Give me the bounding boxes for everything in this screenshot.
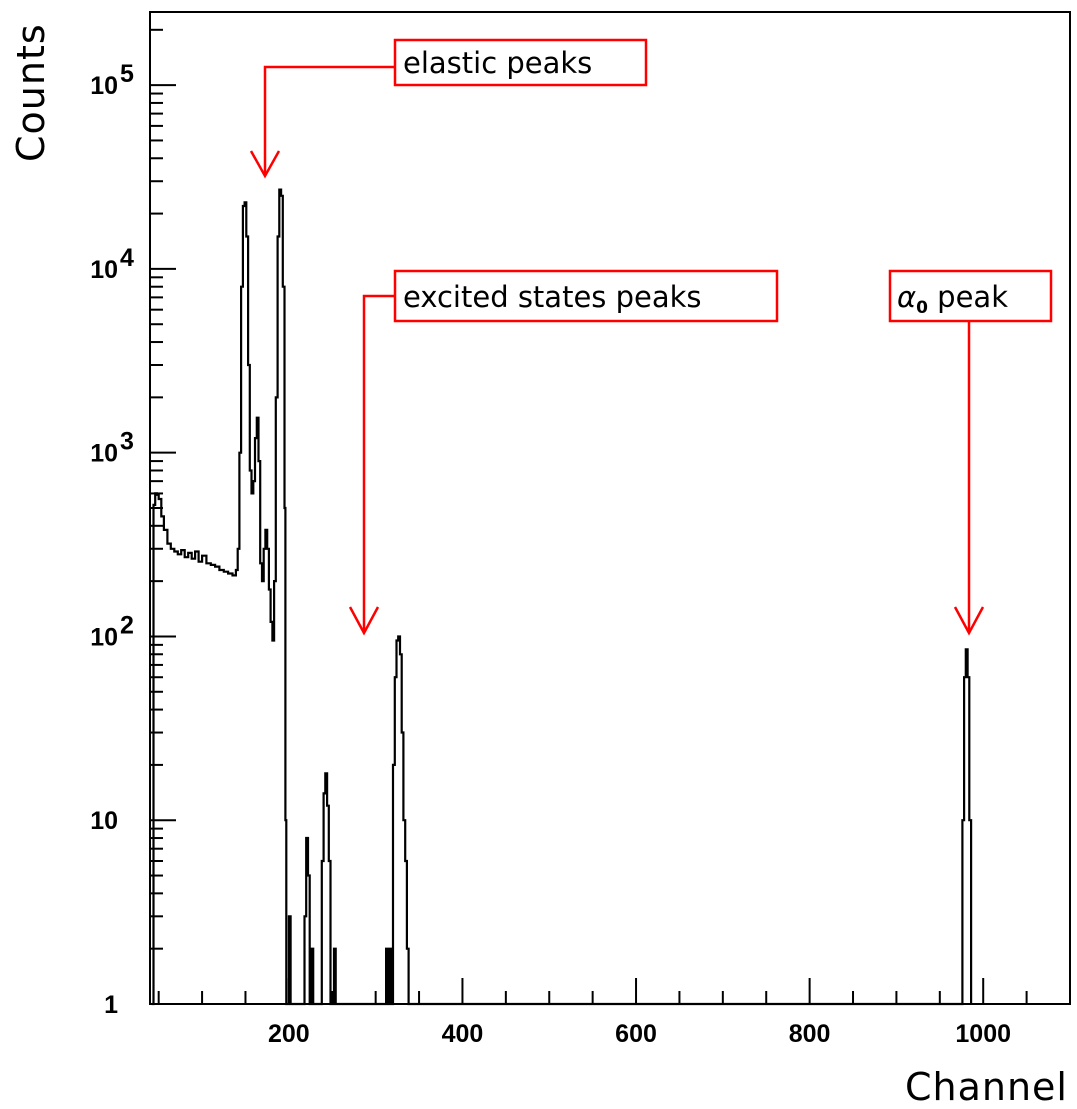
annotation-elastic-arrowhead bbox=[249, 150, 281, 179]
annotation-excited-label: excited states peaks bbox=[403, 280, 702, 314]
y-axis-title: Counts bbox=[9, 23, 53, 162]
x-tick-label: 600 bbox=[615, 1020, 657, 1048]
annotation-excited-leader bbox=[362, 294, 395, 632]
annotation-elastic-peaks: elastic peaks bbox=[249, 38, 648, 179]
annotation-alpha0-peak: α0 peak bbox=[888, 269, 1053, 636]
alpha-symbol: α bbox=[897, 280, 916, 314]
y-tick-label: 10 bbox=[90, 807, 118, 835]
annotation-elastic-leader bbox=[263, 65, 395, 175]
x-axis-tick-labels: 200 400 600 800 1000 bbox=[268, 1020, 1011, 1048]
annotation-excited-box bbox=[393, 269, 779, 323]
alpha-label-rest: peak bbox=[928, 280, 1008, 314]
y-tick-label: 1 bbox=[104, 991, 118, 1019]
y-axis-ticks bbox=[150, 28, 176, 1005]
y-tick-label: 10 bbox=[90, 256, 118, 284]
x-tick-label: 1000 bbox=[955, 1020, 1011, 1048]
y-tick-label: 10 bbox=[90, 440, 118, 468]
annotation-alpha0-box bbox=[888, 269, 1053, 323]
plot-frame bbox=[149, 11, 1071, 1005]
alpha-subscript: 0 bbox=[916, 298, 928, 318]
annotation-excited-peaks: excited states peaks bbox=[348, 269, 779, 636]
x-tick-label: 800 bbox=[789, 1020, 831, 1048]
y-tick-exponent: 2 bbox=[120, 611, 134, 639]
y-tick-exponent: 3 bbox=[120, 428, 134, 456]
x-axis-ticks bbox=[157, 978, 1071, 1004]
y-tick-exponent: 4 bbox=[120, 244, 134, 272]
y-tick-exponent: 5 bbox=[120, 60, 134, 88]
y-tick-label: 10 bbox=[90, 623, 118, 651]
annotation-alpha0-label: α0 peak bbox=[897, 280, 1008, 318]
annotation-elastic-label: elastic peaks bbox=[403, 46, 592, 80]
series-line bbox=[151, 188, 973, 1006]
x-tick-label: 400 bbox=[442, 1020, 484, 1048]
annotation-elastic-box bbox=[393, 38, 648, 87]
x-axis-title: Channel bbox=[905, 1065, 1068, 1109]
x-tick-label: 200 bbox=[268, 1020, 310, 1048]
plot-area bbox=[149, 11, 1071, 1006]
annotation-excited-arrowhead bbox=[348, 606, 380, 636]
annotation-alpha0-arrowhead bbox=[953, 606, 985, 636]
y-tick-label: 10 bbox=[90, 72, 118, 100]
